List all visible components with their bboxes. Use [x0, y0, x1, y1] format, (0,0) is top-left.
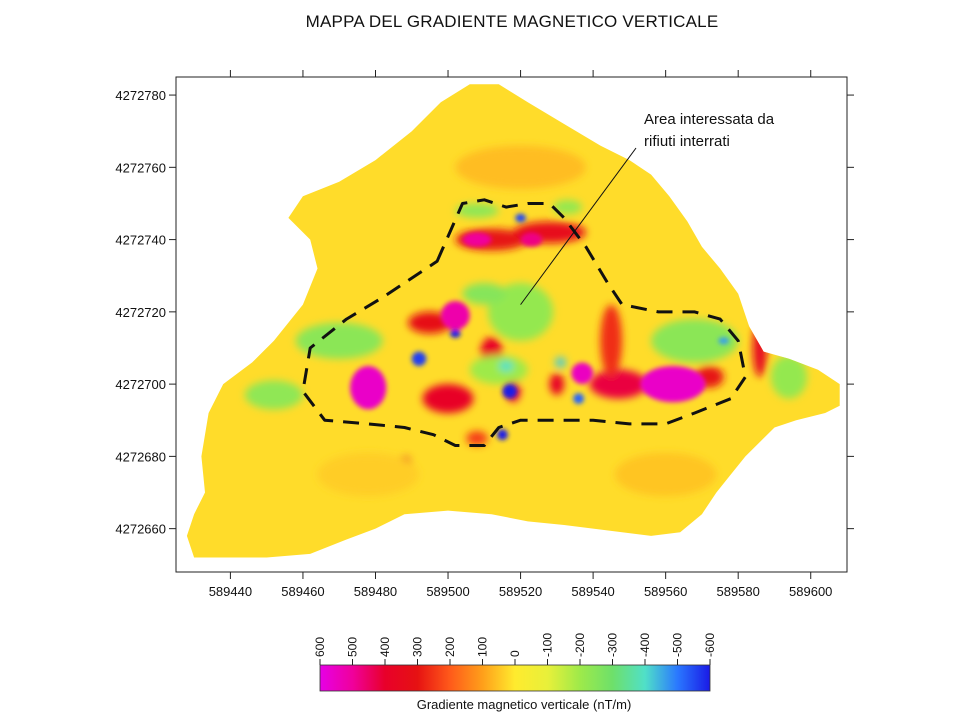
colorbar-tick-label: -500 — [671, 633, 685, 657]
anomaly-38 — [614, 452, 717, 497]
x-axis-ticks: 589440 589460 589480 589500 589520 589540 5895… — [209, 70, 832, 599]
colorbar-tick-label: 300 — [411, 637, 425, 657]
anomaly-32 — [449, 329, 461, 338]
anomaly-2 — [440, 301, 470, 330]
y-tick-label: 4272720 — [115, 305, 166, 320]
x-tick-label: 589580 — [716, 584, 759, 599]
y-axis-ticks: 4272660 4272680 4272700 4272720 4272740 42727… — [115, 88, 854, 537]
anomaly-6 — [462, 232, 492, 247]
anomaly-33 — [573, 393, 584, 404]
colorbar-tick-label: -400 — [638, 633, 652, 657]
y-tick-label: 4272660 — [115, 522, 166, 537]
anomaly-22 — [244, 380, 303, 410]
anomaly-3 — [408, 311, 452, 334]
anomaly-7 — [520, 232, 543, 247]
x-tick-label: 589460 — [281, 584, 324, 599]
anomaly-34 — [718, 337, 730, 345]
colorbar-tick-label: 400 — [378, 637, 392, 657]
x-tick-label: 589500 — [426, 584, 469, 599]
anomaly-29 — [502, 384, 517, 399]
y-tick-label: 4272740 — [115, 233, 166, 248]
colorbar-tick-label: -200 — [573, 633, 587, 657]
anomaly-37 — [317, 452, 420, 497]
anomaly-23 — [770, 355, 808, 399]
anomaly-30 — [497, 429, 508, 441]
colorbar-tick-label: 100 — [476, 637, 490, 657]
x-tick-label: 589480 — [354, 584, 397, 599]
y-tick-label: 4272780 — [115, 88, 166, 103]
colorbar-tick-label: 0 — [508, 650, 522, 657]
colorbar-ticks: 600 500 400 300 200 100 0 -100 -200 -300 -400 -500 -… — [313, 633, 717, 665]
colorbar-tick-label: 500 — [346, 637, 360, 657]
anomaly-12 — [589, 369, 648, 399]
waste-area-outline — [301, 198, 747, 447]
x-tick-label: 589560 — [644, 584, 687, 599]
anomaly-10 — [549, 373, 565, 395]
colorbar-gradient — [319, 664, 711, 692]
x-tick-label: 589520 — [499, 584, 542, 599]
annotation-leader-line — [520, 147, 637, 305]
y-tick-label: 4272760 — [115, 160, 166, 175]
anomaly-36 — [555, 357, 566, 368]
colorbar-tick-label: -100 — [541, 633, 555, 657]
y-tick-label: 4272700 — [115, 377, 166, 392]
anomaly-11 — [571, 362, 594, 385]
y-tick-label: 4272680 — [115, 449, 166, 464]
anomaly-25 — [462, 283, 507, 305]
anomaly-26 — [455, 203, 499, 218]
anomaly-31 — [515, 213, 526, 223]
colorbar-tick-label: 200 — [443, 637, 457, 657]
x-tick-label: 589440 — [209, 584, 252, 599]
annotation: Area interessata da rifiuti interrati — [520, 111, 775, 305]
chart-title: MAPPA DEL GRADIENTE MAGNETICO VERTICALE — [305, 12, 719, 31]
anomaly-17 — [466, 431, 488, 446]
anomaly-19 — [295, 322, 383, 359]
anomaly-27 — [553, 199, 583, 215]
anomaly-28 — [411, 351, 427, 366]
anomaly-18 — [600, 304, 623, 377]
anomaly-13 — [640, 366, 706, 403]
anomaly-24 — [469, 355, 528, 385]
annotation-line-2: rifiuti interrati — [644, 133, 730, 150]
colorbar-tick-label: 600 — [313, 637, 327, 657]
colorbar-tick-label: -300 — [606, 633, 620, 657]
annotation-line-1: Area interessata da — [644, 111, 775, 128]
anomaly-35 — [498, 360, 514, 372]
anomaly-0 — [350, 366, 387, 410]
anomaly-21 — [651, 319, 739, 363]
colorbar-tick-label: -600 — [703, 633, 717, 657]
x-tick-label: 589600 — [789, 584, 832, 599]
colorbar-title: Gradiente magnetico verticale (nT/m) — [417, 697, 632, 712]
anomaly-1 — [422, 384, 474, 414]
x-tick-label: 589540 — [571, 584, 614, 599]
anomaly-39 — [455, 145, 586, 189]
